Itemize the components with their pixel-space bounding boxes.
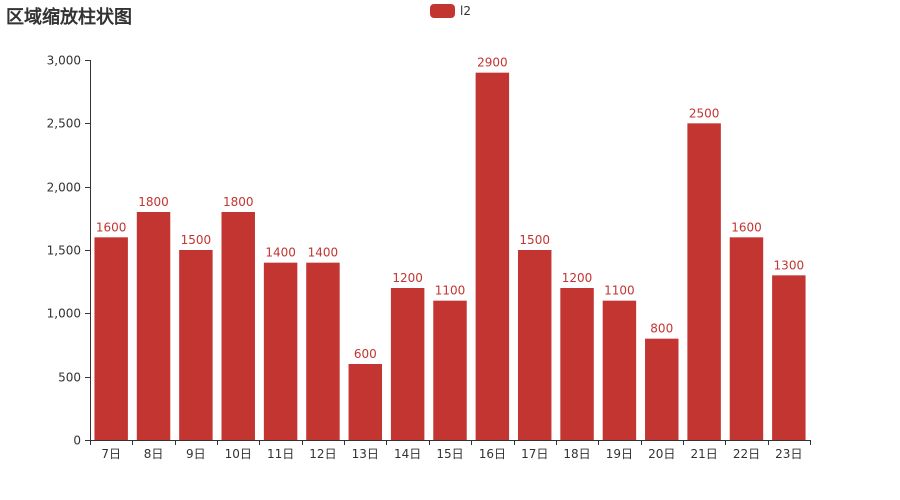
data-label: 2500 — [689, 106, 720, 120]
x-tick-label: 19日 — [606, 447, 633, 461]
bar[interactable] — [94, 237, 128, 440]
bar[interactable] — [390, 288, 425, 440]
y-tick-label: 3,000 — [47, 54, 81, 68]
x-tick-label: 11日 — [267, 447, 294, 461]
bar[interactable] — [475, 72, 510, 441]
x-tick-label: 7日 — [101, 447, 121, 461]
x-tick-label: 8日 — [144, 447, 164, 461]
data-label: 1200 — [562, 271, 593, 285]
bar[interactable] — [306, 262, 340, 440]
bar[interactable] — [645, 338, 679, 440]
bar[interactable] — [179, 250, 213, 440]
legend-label: l2 — [460, 4, 471, 18]
y-axis: 0 500 1,000 1,500 2,000 2,500 3,000 — [47, 54, 91, 448]
bar[interactable] — [263, 262, 298, 440]
data-label: 1800 — [223, 195, 254, 209]
data-label: 2900 — [477, 56, 508, 70]
bar[interactable] — [602, 300, 637, 440]
legend[interactable]: l2 — [430, 4, 471, 18]
x-tick-label: 15日 — [436, 447, 463, 461]
y-tick-label: 1,000 — [47, 307, 81, 321]
x-tick-label: 22日 — [733, 447, 760, 461]
bar[interactable] — [729, 237, 764, 440]
y-tick-label: 0 — [73, 434, 81, 448]
data-labels: 1600 1800 1500 1800 1400 1400 600 1200 1100 2900 1… — [96, 56, 804, 361]
x-tick-label: 21日 — [690, 447, 717, 461]
data-label: 1300 — [774, 258, 805, 272]
bar[interactable] — [687, 123, 721, 440]
x-tick-label: 12日 — [309, 447, 336, 461]
data-label: 1100 — [604, 284, 635, 298]
y-tick-label: 1,500 — [47, 244, 81, 258]
chart-title: 区域缩放柱状图 — [6, 7, 132, 28]
x-tick-label: 18日 — [563, 447, 590, 461]
x-tick-label: 16日 — [479, 447, 506, 461]
y-tick-label: 2,500 — [47, 117, 81, 131]
data-label: 1100 — [435, 284, 466, 298]
bar[interactable] — [433, 300, 467, 440]
data-label: 1600 — [731, 220, 762, 234]
data-label: 1500 — [181, 233, 212, 247]
bar[interactable] — [136, 212, 171, 440]
data-label: 1200 — [392, 271, 423, 285]
x-tick-label: 14日 — [394, 447, 421, 461]
data-label: 1400 — [265, 246, 296, 260]
x-tick-label: 20日 — [648, 447, 675, 461]
data-label: 1600 — [96, 220, 127, 234]
y-tick-label: 500 — [58, 371, 81, 385]
bar[interactable] — [517, 250, 552, 440]
bar[interactable] — [221, 212, 255, 440]
x-tick-label: 9日 — [186, 447, 206, 461]
x-tick-label: 13日 — [352, 447, 379, 461]
data-label: 1400 — [308, 246, 339, 260]
bars — [94, 72, 806, 441]
bar[interactable] — [772, 275, 806, 440]
data-label: 600 — [354, 347, 377, 361]
data-label: 1500 — [519, 233, 550, 247]
bar[interactable] — [348, 364, 383, 440]
x-axis: 7日 8日 9日 10日 11日 12日 13日 14日 15日 16日 17日 18日 19日 20日 2… — [90, 440, 811, 461]
legend-swatch — [430, 4, 455, 18]
bar[interactable] — [560, 288, 594, 440]
x-tick-label: 10日 — [225, 447, 252, 461]
data-label: 800 — [650, 322, 673, 336]
x-tick-label: 17日 — [521, 447, 548, 461]
y-tick-label: 2,000 — [47, 181, 81, 195]
data-label: 1800 — [138, 195, 169, 209]
x-tick-label: 23日 — [775, 447, 802, 461]
